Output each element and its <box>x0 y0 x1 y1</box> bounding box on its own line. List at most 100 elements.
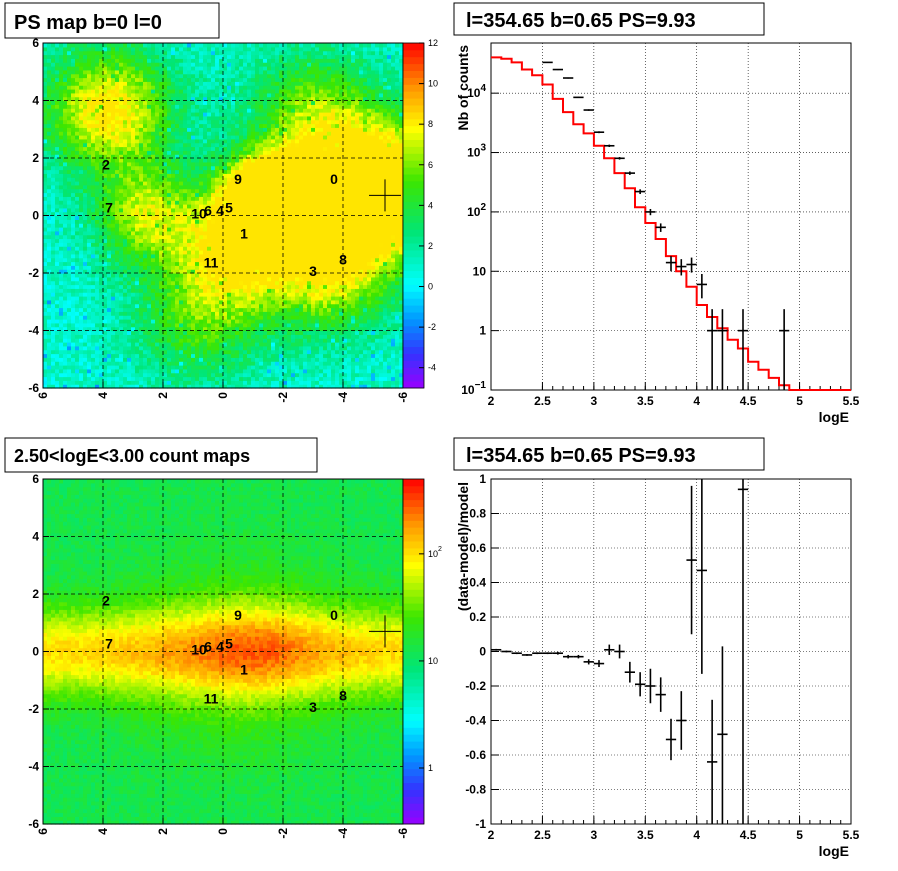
source-label-0: 0 <box>330 171 338 187</box>
data-point-17 <box>665 718 677 761</box>
x-tick-label: 2.5 <box>534 394 551 408</box>
data-point-12 <box>614 644 625 659</box>
source-label-11: 11 <box>204 254 219 270</box>
residual-xlabel: logE <box>819 843 849 859</box>
data-point-8 <box>573 654 584 659</box>
x-tick-label: 2.5 <box>534 828 551 842</box>
palette-tick-label: 8 <box>428 119 433 129</box>
data-point-22 <box>717 646 728 824</box>
x-tick-label: 3.5 <box>637 828 654 842</box>
y-tick-label: 10 <box>473 264 487 278</box>
x-tick-label: 4 <box>693 394 700 408</box>
x-tick-label: 4 <box>96 392 110 399</box>
title-box-ps-map: PS map b=0 l=0 <box>4 2 220 39</box>
data-point-5 <box>542 652 553 655</box>
data-point-16 <box>655 677 666 712</box>
data-point-7 <box>614 157 625 160</box>
source-label-4: 4 <box>216 203 224 219</box>
x-tick-label: 5.5 <box>843 828 860 842</box>
source-label-3: 3 <box>309 699 317 715</box>
palette-tick-label: -4 <box>428 363 436 373</box>
data-point-10 <box>645 208 656 216</box>
residual-panel: 2 2.5 3 3.5 4 4.5 5 5.5 1 0.8 0.6 0.4 0.2 0 -0.2 -0.4 -0… <box>455 472 860 859</box>
data-point-3 <box>573 96 584 99</box>
data-point-18 <box>737 309 749 390</box>
data-point-1 <box>552 68 563 71</box>
data-point-9 <box>635 189 646 195</box>
count_map-palette: 102 10 1 <box>402 478 442 825</box>
source-label-11: 11 <box>204 690 219 706</box>
residual-ylabel: (data-model)/model <box>455 482 471 611</box>
source-label-5: 5 <box>225 200 233 216</box>
data-point-0 <box>491 648 502 651</box>
x-tick-label: -2 <box>276 392 290 403</box>
x-tick-label: 3.5 <box>637 394 654 408</box>
data-point-4 <box>532 652 543 655</box>
count-map-title: 2.50<logE<3.00 count maps <box>14 446 250 466</box>
residual-grid <box>490 478 852 825</box>
x-tick-label: -2 <box>276 828 290 839</box>
source-label-4: 4 <box>216 639 224 655</box>
title-box-count-map: 2.50<logE<3.00 count maps <box>4 437 318 473</box>
y-tick-label: -6 <box>28 817 39 831</box>
source-label-1: 1 <box>240 662 248 678</box>
data-point-11 <box>604 644 615 655</box>
x-tick-label: -6 <box>396 828 410 839</box>
spectrum-title: l=354.65 b=0.65 PS=9.93 <box>466 10 696 32</box>
y-tick-label: -0.6 <box>465 748 486 762</box>
data-point-13 <box>624 661 635 683</box>
x-tick-label: 4 <box>693 828 700 842</box>
source-label-7: 7 <box>105 636 113 652</box>
x-tick-label: 6 <box>36 392 50 399</box>
data-point-21 <box>707 699 718 824</box>
ps-map-title: PS map b=0 l=0 <box>14 12 162 34</box>
y-tick-label: 1 <box>479 472 486 486</box>
data-point-16 <box>707 309 718 390</box>
y-tick-label: -0.8 <box>465 783 486 797</box>
data-point-15 <box>645 668 656 704</box>
y-tick-label: 4 <box>32 530 39 544</box>
palette-frame <box>402 478 425 825</box>
title-box-spectrum: l=354.65 b=0.65 PS=9.93 <box>453 2 765 36</box>
palette-tick-label: 0 <box>428 282 433 292</box>
x-tick-label: 5 <box>796 394 803 408</box>
x-tick-label: -4 <box>336 392 350 403</box>
y-tick-label: 4 <box>32 94 39 108</box>
data-point-19 <box>686 485 697 635</box>
data-point-20 <box>696 479 707 674</box>
source-label-10: 10 <box>191 641 207 657</box>
x-tick-label: 5 <box>796 828 803 842</box>
source-label-2: 2 <box>102 157 110 173</box>
spectrum-frame <box>490 42 852 391</box>
palette-tick-label: 6 <box>428 160 433 170</box>
source-label-3: 3 <box>309 263 317 279</box>
data-point-2 <box>511 652 522 655</box>
x-tick-label: 4.5 <box>740 394 757 408</box>
data-point-23 <box>737 479 749 824</box>
count_map-cells <box>43 479 404 825</box>
y-tick-label: -1 <box>475 817 486 831</box>
y-tick-label: 103 <box>467 143 486 160</box>
y-tick-label: -4 <box>28 324 39 338</box>
source-label-9: 9 <box>234 171 242 187</box>
data-point-3 <box>521 654 533 656</box>
source-label-8: 8 <box>339 251 347 267</box>
palette-tick-label: 102 <box>428 546 442 559</box>
palette-frame <box>402 42 425 389</box>
source-label-1: 1 <box>240 226 248 242</box>
y-tick-label: 0.2 <box>469 610 486 624</box>
source-label-8: 8 <box>339 687 347 703</box>
x-tick-label: 2 <box>156 392 170 399</box>
y-tick-label: 1 <box>479 324 486 338</box>
x-tick-label: 5.5 <box>843 394 860 408</box>
data-point-6 <box>552 651 563 655</box>
source-label-2: 2 <box>102 593 110 609</box>
source-label-7: 7 <box>105 200 113 216</box>
data-point-7 <box>563 654 574 659</box>
spectrum-ylabel: Nb of counts <box>455 45 471 131</box>
source-label-6: 6 <box>204 639 212 655</box>
